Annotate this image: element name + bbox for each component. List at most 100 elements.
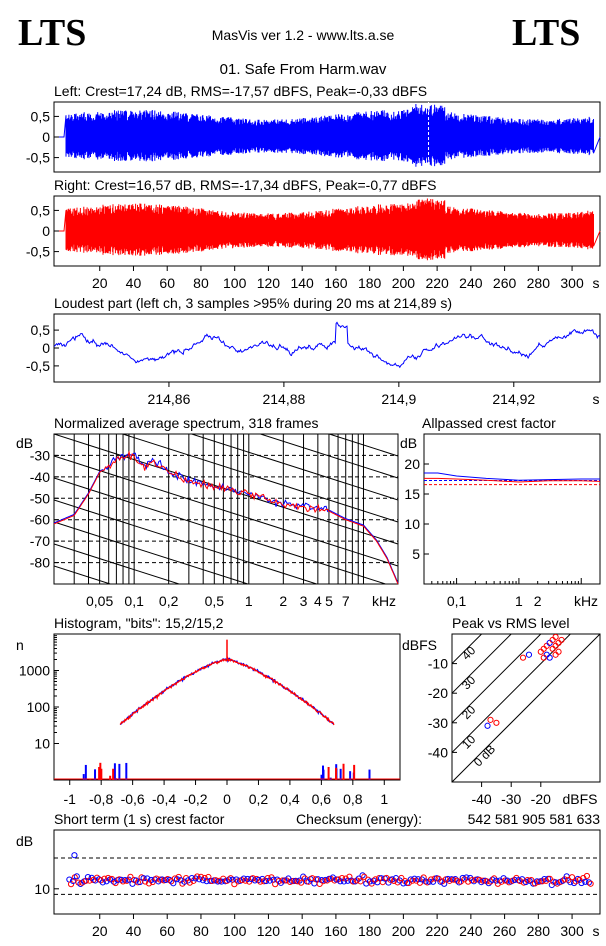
allpass-title: Allpassed crest factor — [422, 415, 556, 431]
stc-point — [429, 878, 437, 885]
stc-point — [129, 880, 136, 887]
histogram-ylabel: n — [16, 637, 24, 653]
stc-point — [487, 878, 494, 885]
loudest-xtick-1: 214,88 — [262, 391, 305, 407]
histogram-ytick-1: 100 — [27, 699, 51, 715]
pvr-ytick-2: -30 — [428, 715, 448, 731]
left-ytick-1: 0 — [42, 129, 50, 145]
stc-point — [398, 874, 405, 882]
right-xunit: s — [593, 275, 600, 291]
pvr-point-9 — [549, 636, 556, 644]
stc-point — [127, 873, 134, 880]
spectrum-xtick-3: 0,5 — [205, 593, 225, 609]
pvr-ytick-1: -20 — [428, 685, 448, 701]
spectrum-ytick-2: -50 — [30, 490, 50, 506]
right-waveform-plot: 0,5 0 -0,5 20 40 60 80 100 120 140 160 180 200 220 240… — [26, 195, 601, 291]
pvr-point-2 — [493, 719, 500, 726]
allpass-series-left — [424, 472, 600, 481]
spectrum-slope-5 — [121, 434, 398, 523]
histogram-plot: 1000 100 10 -1 -0,8 -0,6 -0,4 -0,2 0 0,2 0,4 0,6 0,8… — [16, 633, 401, 807]
pvr-point-17 — [540, 654, 547, 661]
spectrum-slope-10 — [54, 521, 250, 584]
stc-point — [585, 879, 593, 886]
stc-point — [255, 876, 262, 883]
spectrum-curve-right — [53, 450, 399, 585]
spectrum-xtick-9: 7 — [342, 593, 350, 609]
stc-point — [568, 874, 576, 881]
loudest-xtick-2: 214,9 — [381, 391, 416, 407]
allpass-ytick-1: 15 — [404, 486, 420, 502]
checksum-label: Checksum (energy): — [296, 811, 422, 827]
histogram-xtick-1: -0,8 — [89, 791, 113, 807]
histogram-xtick-10: 1 — [380, 791, 388, 807]
pvr-diagonal-label-0: 40 — [459, 643, 479, 663]
pvr-point-3 — [519, 654, 527, 661]
stc-point — [361, 873, 368, 880]
right-xtick-4: 100 — [223, 275, 247, 291]
stc-xtick-8: 180 — [358, 923, 382, 939]
right-xtick-3: 80 — [193, 275, 209, 291]
histogram-curve-right — [119, 656, 335, 726]
pvr-diagonal-label-1: 30 — [459, 673, 479, 693]
stc-point — [298, 879, 305, 886]
stc-point — [389, 876, 396, 883]
spectrum-frame — [53, 433, 399, 585]
pvr-diagonal-label-3: 10 — [459, 732, 479, 752]
histogram-xtick-5: 0 — [223, 791, 231, 807]
allpass-ylabel: dB — [400, 435, 417, 451]
histogram-curve-left — [119, 657, 335, 726]
stc-outlier-point — [71, 852, 78, 859]
spectrum-slope-7 — [54, 455, 398, 567]
stc-point — [502, 877, 509, 884]
stc-xtick-2: 60 — [159, 923, 175, 939]
stc-point — [570, 879, 578, 887]
left-title: Left: Crest=17,24 dB, RMS=-17,57 dBFS, P… — [54, 83, 427, 99]
spectrum-ytick-0: -30 — [30, 447, 50, 463]
pvr-diagonal-label-4: 0 dB — [471, 742, 498, 769]
stc-point — [479, 877, 487, 884]
stc-point — [179, 880, 186, 887]
stc-point — [312, 876, 320, 883]
spectrum-xtick-5: 2 — [279, 593, 287, 609]
stc-xtick-5: 120 — [257, 923, 281, 939]
pvr-point-1 — [487, 716, 494, 723]
stc-point — [522, 878, 529, 886]
stc-point — [485, 880, 492, 887]
stc-point — [576, 876, 583, 884]
spectrum-slope-lines — [54, 302, 398, 584]
stc-xtick-4: 100 — [223, 923, 247, 939]
allpass-ytick-3: 5 — [412, 546, 420, 562]
right-xtick-2: 60 — [159, 275, 175, 291]
histogram-ytick-2: 10 — [34, 736, 50, 752]
loudest-part-plot: 0,5 0 -0,5 214,86 214,88 214,9 214,92 s — [26, 313, 601, 407]
spectrum-ytick-5: -80 — [30, 555, 50, 571]
checksum-value: 542 581 905 581 633 — [468, 811, 601, 827]
stc-point — [225, 876, 233, 883]
spectrum-xtick-7: 4 — [314, 593, 322, 609]
left-ytick-2: -0,5 — [26, 150, 50, 166]
spectrum-slope-0 — [54, 302, 398, 412]
pvr-xtick-1: -30 — [501, 791, 521, 807]
right-title: Right: Crest=16,57 dB, RMS=-17,34 dBFS, … — [54, 177, 436, 193]
spectrum-ytick-4: -70 — [30, 533, 50, 549]
stc-xtick-0: 20 — [92, 923, 108, 939]
stc-xtick-13: 280 — [527, 923, 551, 939]
pvr-point-13 — [549, 645, 556, 652]
right-xtick-7: 160 — [324, 275, 348, 291]
right-xtick-5: 120 — [257, 275, 281, 291]
stc-point — [175, 873, 182, 881]
spectrum-plot: -30 -40 -50 -60 -70 -80 0,05 0,1 0,2 0,5 1 2 3 4 5 7 kHz… — [16, 302, 399, 609]
stc-point — [415, 876, 422, 883]
allpass-xtick-1: 1 — [515, 593, 523, 609]
histogram-title: Histogram, "bits": 15,2/15,2 — [54, 615, 224, 631]
pvr-diagonal-4 — [452, 634, 600, 782]
histogram-xtick-4: -0,2 — [183, 791, 207, 807]
allpass-ytick-2: 10 — [404, 516, 420, 532]
stc-title: Short term (1 s) crest factor — [54, 811, 225, 827]
stc-point — [583, 872, 591, 880]
right-xtick-12: 260 — [493, 275, 517, 291]
loudest-xtick-0: 214,86 — [148, 391, 191, 407]
stc-point — [110, 878, 118, 885]
allpass-series-right — [424, 477, 601, 483]
spectrum-slope-9 — [54, 499, 319, 584]
